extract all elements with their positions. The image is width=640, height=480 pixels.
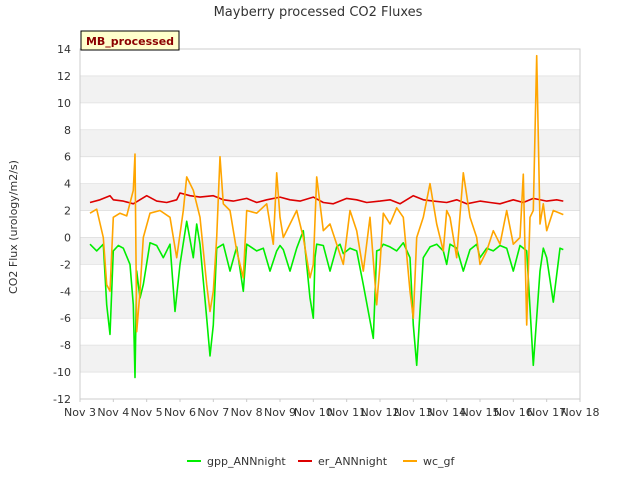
grid-bands <box>80 48 580 400</box>
y-tick-label: 2 <box>64 205 71 218</box>
x-tick-label: Nov 8 <box>231 406 263 419</box>
grid-band <box>80 345 580 373</box>
legend-label-wc_gf: wc_gf <box>423 455 456 468</box>
grid-band <box>80 372 580 399</box>
chart-title: Mayberry processed CO2 Fluxes <box>214 5 423 20</box>
series-lines <box>89 54 564 379</box>
panel-badge: MB_processed <box>80 30 180 51</box>
grid-band <box>80 129 580 157</box>
grid-band <box>80 49 580 76</box>
y-axis-label: CO2 Flux (urology/m2/s) <box>7 160 20 294</box>
y-tick-label: 4 <box>64 178 71 191</box>
y-tick-label: -8 <box>60 339 71 352</box>
x-tick-label: Nov 6 <box>164 406 196 419</box>
y-tick-label: -12 <box>53 393 71 406</box>
x-tick-label: Nov 12 <box>361 406 400 419</box>
x-tick-label: Nov 4 <box>97 406 129 419</box>
y-tick-label: 6 <box>64 151 71 164</box>
x-tick-label: Nov 14 <box>427 406 466 419</box>
grid-band <box>80 237 580 265</box>
x-tick-label: Nov 18 <box>561 406 600 419</box>
x-tick-label: Nov 13 <box>394 406 433 419</box>
legend: gpp_ANNnight er_ANNnight wc_gf <box>187 455 456 468</box>
grid-band <box>80 291 580 319</box>
y-tick-label: -4 <box>60 285 71 298</box>
x-tick-label: Nov 15 <box>461 406 500 419</box>
badge-box <box>80 30 180 51</box>
series-line-er_ANNnight <box>89 192 564 205</box>
y-tick-label: 10 <box>57 97 71 110</box>
y-tick-label: -6 <box>60 312 71 325</box>
y-tick-label: 0 <box>64 231 71 244</box>
y-tick-label: 14 <box>57 43 71 56</box>
y-tick-label: 12 <box>57 70 71 83</box>
legend-label-gpp_ANNnight: gpp_ANNnight <box>207 455 286 468</box>
x-tick-label: Nov 7 <box>197 406 229 419</box>
grid-band <box>80 156 580 184</box>
x-tick-label: Nov 10 <box>294 406 333 419</box>
legend-label-er_ANNnight: er_ANNnight <box>318 455 388 468</box>
y-axis: -12 -10 -8 -6 -4 -2 0 2 4 6 8 10 12 14 <box>53 43 71 406</box>
series-line-wc_gf <box>89 54 564 333</box>
y-tick-label: -2 <box>60 258 71 271</box>
x-tick-label: Nov 11 <box>327 406 366 419</box>
grid-band <box>80 318 580 346</box>
x-tick-label: Nov 3 <box>64 406 96 419</box>
x-tick-label: Nov 17 <box>527 406 566 419</box>
y-tick-label: 8 <box>64 124 71 137</box>
x-tick-label: Nov 5 <box>131 406 163 419</box>
x-tick-label: Nov 9 <box>264 406 296 419</box>
x-tick-label: Nov 16 <box>494 406 533 419</box>
badge-label: MB_processed <box>86 35 174 48</box>
grid-band <box>80 183 580 211</box>
grid-band <box>80 75 580 103</box>
y-tick-label: -10 <box>53 366 71 379</box>
plot-frame <box>79 48 581 400</box>
grid-band <box>80 102 580 130</box>
